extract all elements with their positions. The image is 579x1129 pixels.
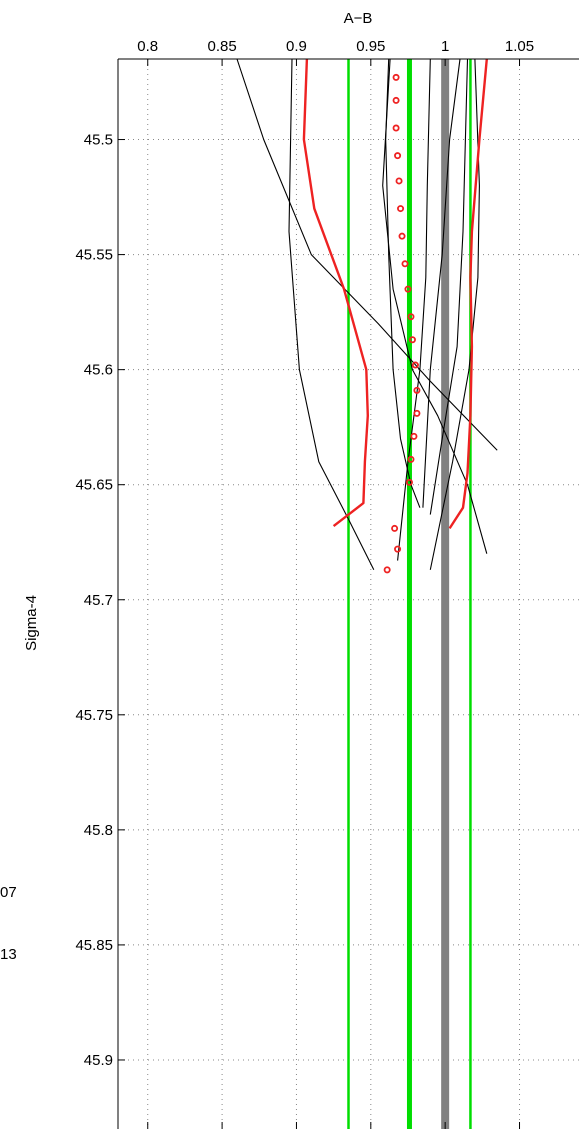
data-point xyxy=(392,124,400,132)
data-point xyxy=(392,73,400,81)
y-tick-label: 45.7 xyxy=(84,592,113,609)
data-point xyxy=(411,361,419,369)
profile-line xyxy=(429,58,469,515)
y-tick-label: 45.8 xyxy=(84,822,113,839)
x-tick-label: 0.95 xyxy=(356,38,385,55)
data-point xyxy=(413,386,421,394)
data-point xyxy=(404,285,412,293)
data-point xyxy=(394,545,402,553)
y-tick-label: 45.6 xyxy=(84,362,113,379)
y-tick-label: 45.5 xyxy=(84,132,113,149)
profile-line xyxy=(429,58,480,570)
data-point xyxy=(398,232,406,240)
y-tick-label: 45.9 xyxy=(84,1052,113,1069)
data-point xyxy=(407,313,415,321)
margin-text: 07 xyxy=(0,884,17,901)
profile-line xyxy=(422,58,461,508)
data-point xyxy=(407,455,415,463)
data-point xyxy=(410,432,418,440)
data-point xyxy=(397,205,405,213)
y-tick-label: 45.85 xyxy=(75,937,113,954)
data-point xyxy=(401,260,409,268)
red-profile-line xyxy=(302,58,369,528)
x-tick-label: 0.85 xyxy=(207,38,236,55)
y-tick-label: 45.75 xyxy=(75,707,113,724)
data-point xyxy=(394,152,402,160)
data-point xyxy=(405,478,413,486)
x-axis-label: A−B xyxy=(344,10,373,27)
y-tick-label: 45.55 xyxy=(75,247,113,264)
y-tick-label: 45.65 xyxy=(75,477,113,494)
axes: 0.8 0.85 0.9 0.95 1 1.05 45.5 45.55 45.6 45.65 45.… xyxy=(75,38,579,1129)
profile-line xyxy=(397,58,431,561)
profile-line xyxy=(382,58,488,554)
red-profile-line xyxy=(448,58,488,530)
x-tick-label: 0.9 xyxy=(286,38,307,55)
profile-line xyxy=(288,58,375,571)
data-point xyxy=(391,524,399,532)
y-axis-label: Sigma-4 xyxy=(23,595,40,651)
x-tick-label: 0.8 xyxy=(137,38,158,55)
profile-line xyxy=(385,58,421,508)
x-tick-label: 1 xyxy=(441,38,449,55)
data-point xyxy=(413,409,421,417)
data-point xyxy=(383,566,391,574)
data-point xyxy=(395,177,403,185)
x-tick-label: 1.05 xyxy=(505,38,534,55)
series-layer xyxy=(236,58,498,574)
margin-text: 13 xyxy=(0,946,17,963)
data-point xyxy=(408,336,416,344)
reference-lines xyxy=(347,59,472,1129)
data-point xyxy=(392,96,400,104)
